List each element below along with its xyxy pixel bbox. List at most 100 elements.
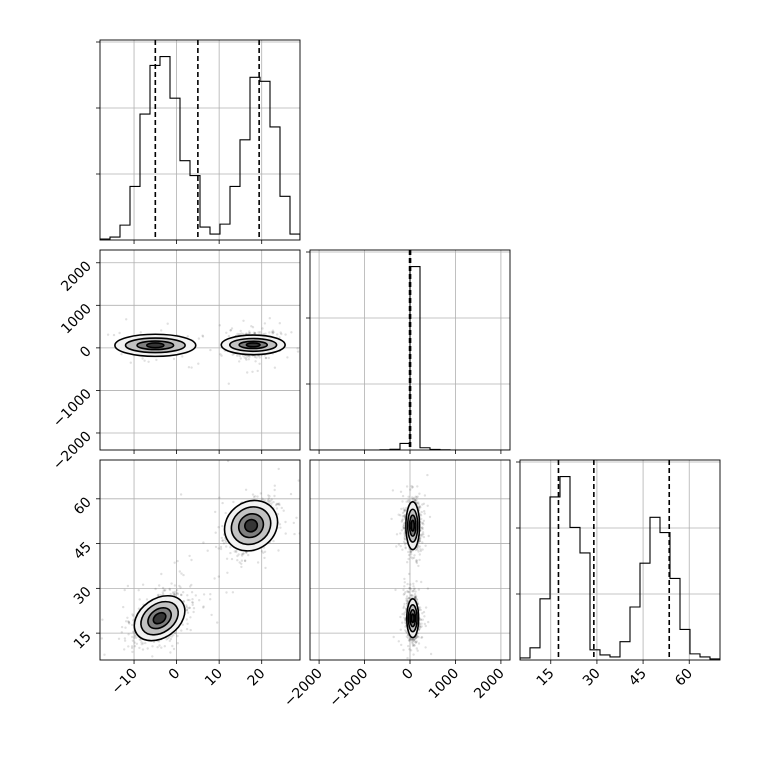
scatter-x-z-point [240,553,244,556]
scatter-y-z-point [421,521,424,524]
scatter-x-z-point [123,639,127,642]
scatter-y-z-point [399,615,402,619]
scatter-x-z-point [267,500,271,503]
scatter-y-z-point [404,546,407,549]
scatter-y-z-point [418,553,421,556]
scatter-y-z-point [419,549,422,553]
scatter-x-z-point [124,620,128,623]
scatter-x-z-point [214,531,217,534]
scatter-x-y-point [172,357,176,361]
scatter-y-z-point [413,499,417,502]
scatter-x-z-point [284,520,287,524]
scatter-x-z-point [157,640,161,643]
scatter-y-z-point [422,519,426,522]
scatter-x-y-point [264,356,268,360]
scatter-y-z-point [415,499,418,503]
scatter-y-z-point [397,513,400,516]
scatter-x-y-point [271,329,275,332]
scatter-x-y-point [106,333,110,336]
scatter-x-z-point [180,572,183,575]
scatter-x-z-point [278,523,282,526]
scatter-y-z-point [401,500,404,503]
scatter-x-z-point [244,488,248,491]
scatter-y-z-point [413,595,416,598]
scatter-x-y-point [278,336,281,339]
scatter-x-z-point [171,692,173,694]
scatter-x-z-point [202,606,205,609]
scatter-x-z-point [168,588,172,592]
scatter-x-z-point [229,551,232,555]
scatter-y-z-point [404,507,408,510]
scatter-x-y-point [244,357,248,360]
scatter-x-z-point [182,599,185,603]
scatter-y-z-point [409,551,413,554]
scatter-x-y-point [284,333,287,336]
scatter-y-z-point [406,590,409,593]
scatter-y-z-point [414,641,418,644]
scatter-x-z-point [192,610,195,614]
scatter-y-z-point [422,523,425,526]
scatter-y-z-point [411,497,414,501]
scatter-x-z-point [156,646,159,649]
scatter-x-y-point [264,356,267,360]
scatter-x-y-point [268,331,271,334]
scatter-y-z-point [410,556,413,559]
scatter-x-z-point [186,622,189,625]
scatter-x-z-point [280,506,283,510]
scatter-x-z-point [259,492,262,495]
scatter-x-z-point [267,498,270,502]
scatter-x-z-point [233,550,236,553]
scatter-y-z-point [407,636,410,640]
scatter-y-z-point [415,580,418,583]
scatter-x-z-point [277,502,281,505]
scatter-x-z-point [243,559,247,563]
scatter-y-z-point [424,606,428,609]
scatter-y-z-point [407,572,411,576]
scatter-x-z-point [172,592,175,595]
scatter-y-z-point [412,556,416,559]
scatter-x-z-point [236,554,239,558]
scatter-x-z-point [190,558,193,562]
scatter-y-z-point [413,640,416,643]
scatter-y-z-point [409,638,412,641]
scatter-x-z-points [100,460,300,694]
scatter-y-z-point [420,625,423,628]
scatter-x-y-point [229,329,232,332]
scatter-x-z-point [235,549,238,552]
scatter-x-z-point [225,541,228,544]
scatter-y-z-point [411,485,414,489]
scatter-x-z-point [161,586,165,590]
scatter-x-z-point [214,545,218,549]
scatter-x-z-point [101,618,104,621]
scatter-x-z-point [270,502,273,505]
scatter-x-y-point [166,322,169,325]
scatter-y-z-point [406,561,409,564]
scatter-y-z-point [403,536,406,539]
scatter-x-y-point [120,353,123,356]
scatter-y-z-point [403,510,406,513]
scatter-x-z-point [173,593,176,596]
histogram-panel-y [306,249,511,451]
scatter-x-z-point [160,572,163,576]
scatter-y-z-point [416,495,419,498]
scatter-x-z-point [137,589,140,592]
scatter-x-y-point [247,358,250,361]
scatter-x-y-point [251,370,254,373]
scatter-y-z-point [418,506,421,509]
scatter-y-z-point [408,587,411,590]
scatter-y-z-point [399,532,402,535]
scatter-x-z-point [260,550,264,553]
scatter-x-z-point [230,557,234,561]
scatter-x-y-point [252,331,256,334]
scatter-x-z-point [217,526,220,529]
scatter-x-z-frame [99,459,301,661]
scatter-y-z-point [416,502,419,505]
scatter-y-z-point [416,485,419,488]
scatter-x-z-contour-1-3 [244,518,259,533]
scatter-y-z-point [428,515,432,519]
scatter-x-z-point [295,516,298,519]
scatter-y-z-point [403,514,406,517]
scatter-x-z-point [256,561,260,564]
scatter-x-z-point [194,594,197,597]
scatter-x-z-point [141,583,145,586]
